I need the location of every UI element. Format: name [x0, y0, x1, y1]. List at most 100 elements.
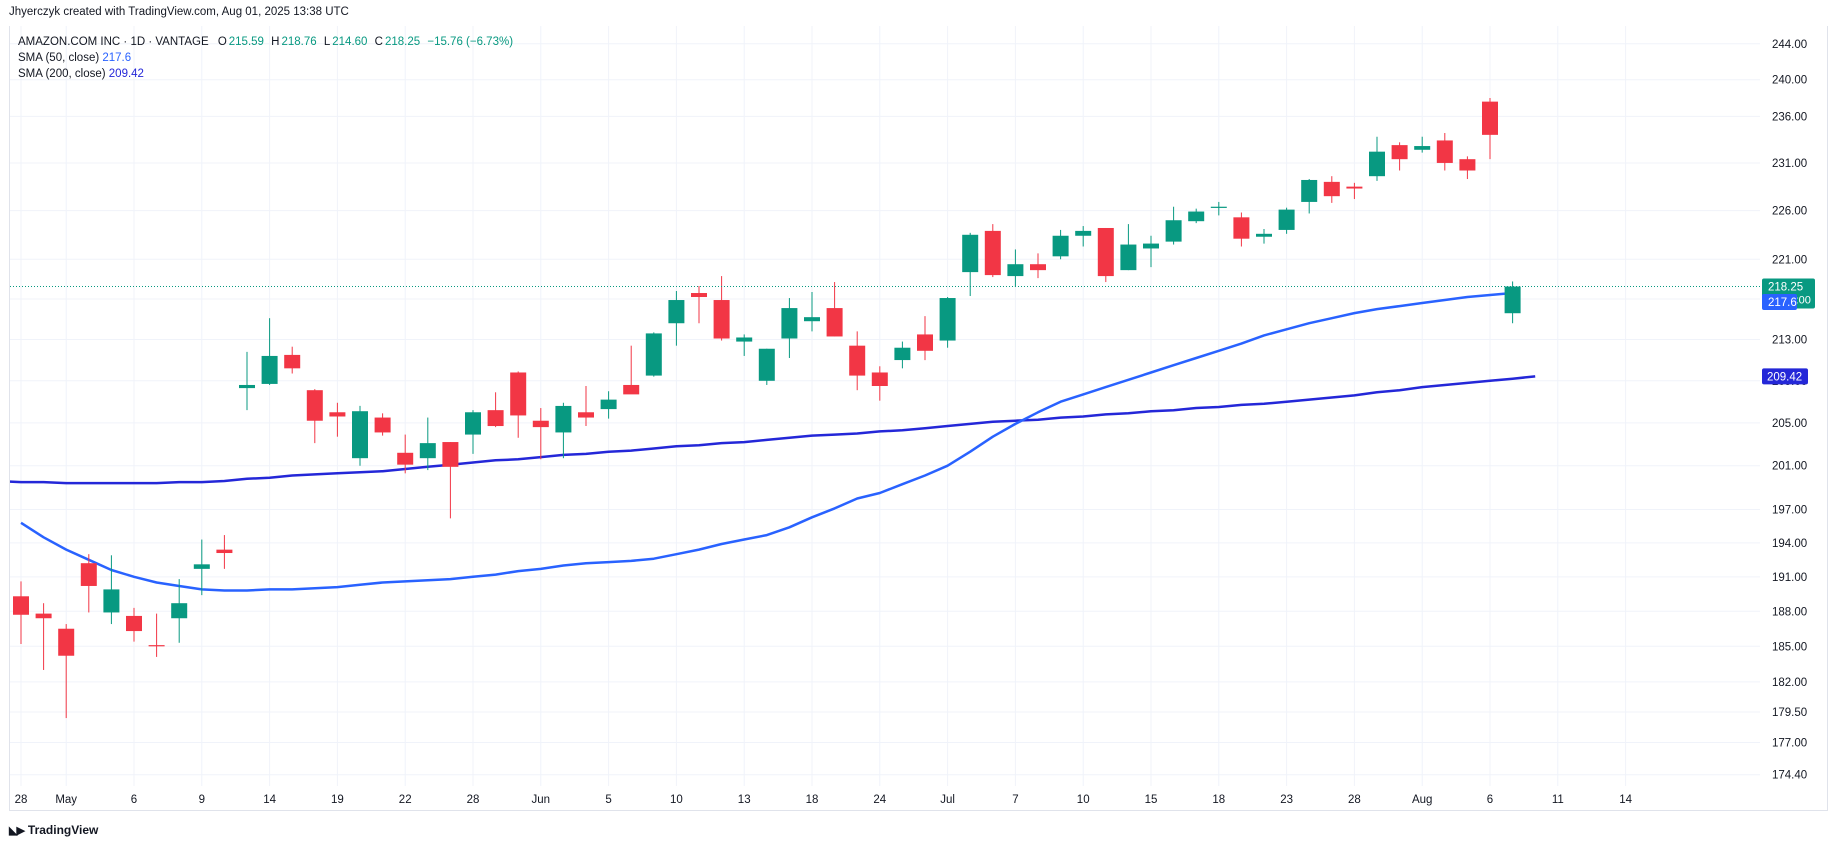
candle-body	[1030, 264, 1046, 271]
candle-body	[939, 298, 956, 341]
candle-body	[600, 399, 617, 410]
legend-open-value: 215.59	[228, 36, 264, 48]
candle-body	[1301, 179, 1318, 202]
legend-close-value: 218.25	[384, 36, 421, 48]
candle-body	[239, 384, 255, 389]
candle-body	[148, 645, 165, 647]
sma50-badge	[1762, 294, 1797, 311]
sma200-badge-label: 209.42	[1767, 371, 1802, 383]
candle-body	[578, 412, 594, 418]
legend-sma200-value: 209.42	[108, 68, 144, 80]
candle-body	[713, 300, 730, 339]
x-tick-label: Jun	[532, 794, 551, 806]
y-tick-label: 174.40	[1772, 770, 1807, 782]
candle-body	[1075, 230, 1092, 236]
sma50-line	[20, 291, 1513, 592]
candle-body	[781, 308, 798, 339]
legend-high-value: 218.76	[281, 36, 317, 48]
candle-body	[35, 613, 52, 619]
legend-sma50[interactable]: SMA (50, close) 217.6	[18, 52, 131, 64]
legend-symbol: AMAZON.COM INC · 1D · VANTAGE	[18, 36, 209, 48]
x-tick-label: 14	[1619, 794, 1632, 806]
x-tick-label: 5	[605, 794, 611, 806]
last-price-label: 218.25	[1768, 282, 1803, 294]
candle-body	[103, 589, 120, 613]
candle-body	[419, 443, 436, 459]
candle-body	[1007, 264, 1024, 277]
tradingview-logo-icon: ◣▶	[9, 824, 25, 837]
candle-body	[13, 596, 29, 615]
candle-body	[1482, 101, 1498, 135]
y-tick-label: 201.00	[1772, 461, 1807, 473]
candle-body	[216, 549, 233, 554]
x-tick-label: 9	[199, 794, 205, 806]
candle-body	[849, 345, 866, 376]
candle-body	[736, 337, 753, 342]
y-tick-label: 179.50	[1772, 707, 1807, 719]
y-tick-label: 240.00	[1772, 75, 1807, 87]
y-tick-label: 205.00	[1772, 418, 1807, 430]
y-tick-label: 177.00	[1772, 738, 1807, 750]
legend-sma200-label: SMA (200, close)	[18, 68, 106, 80]
candle-body	[58, 628, 75, 656]
candle-body	[1188, 211, 1205, 222]
candle-body	[306, 390, 323, 421]
y-tick-label: 226.00	[1772, 206, 1807, 218]
candle-body	[510, 372, 527, 416]
legend-high-label: H	[271, 36, 280, 48]
chart-attribution: Jhyerczyk created with TradingView.com, …	[9, 6, 349, 18]
candle-body	[1233, 217, 1250, 239]
candle-body	[397, 452, 414, 465]
y-tick-label: 213.00	[1772, 335, 1807, 347]
candle-body	[826, 308, 843, 337]
x-tick-label: Jul	[940, 794, 955, 806]
x-tick-label: May	[55, 794, 77, 806]
legend-open-label: O	[217, 36, 227, 48]
legend-close-label: C	[374, 36, 383, 48]
candle-body	[487, 410, 504, 427]
x-tick-label: 19	[331, 794, 344, 806]
candle-body	[1278, 209, 1295, 230]
y-tick-label: 231.00	[1772, 158, 1807, 170]
x-tick-label: 10	[670, 794, 683, 806]
candle-body	[1504, 286, 1521, 314]
candle-body	[758, 348, 775, 381]
x-tick-label: 6	[131, 794, 137, 806]
x-tick-label: 7	[1012, 794, 1018, 806]
candle-body	[1052, 235, 1069, 257]
candle-body	[532, 420, 549, 428]
candle-body	[1391, 145, 1408, 160]
sma200-line	[10, 375, 1536, 485]
candle-body	[1346, 186, 1363, 189]
candle-body	[1369, 151, 1385, 177]
x-tick-label: 28	[1348, 794, 1361, 806]
y-tick-label: 182.00	[1772, 677, 1807, 689]
chart-frame[interactable]: 28 May 6 9 14 19 22 28 Jun 5 10 13 18 24 Jul 7 10 15 18 23 2…	[9, 26, 1828, 811]
candle-body	[1323, 181, 1340, 197]
candle-body	[1097, 227, 1114, 277]
x-tick-label: 28	[467, 794, 480, 806]
x-tick-label: 10	[1077, 794, 1090, 806]
candle-body	[1120, 244, 1137, 271]
tradingview-brand: TradingView	[27, 823, 99, 837]
y-tick-label: 221.00	[1772, 254, 1807, 266]
y-tick-label: 244.00	[1772, 39, 1807, 51]
candle-body	[804, 317, 820, 322]
candle-body	[126, 615, 142, 632]
y-tick-label: 185.00	[1772, 641, 1807, 653]
tradingview-footer[interactable]: ◣▶ TradingView	[9, 823, 98, 837]
candle-body	[962, 234, 979, 273]
legend-sma200[interactable]: SMA (200, close) 209.42	[18, 68, 144, 80]
candle-body	[442, 442, 459, 467]
y-tick-label: 236.00	[1772, 111, 1807, 123]
candle-body	[80, 563, 97, 586]
candle-body	[917, 334, 933, 351]
candle-body	[984, 230, 1001, 276]
x-tick-label: 15	[1145, 794, 1158, 806]
sma50-badge-label: 217.6	[1768, 297, 1797, 309]
candle-body	[465, 412, 481, 435]
candlestick-chart[interactable]: 28 May 6 9 14 19 22 28 Jun 5 10 13 18 24 Jul 7 10 15 18 23 2…	[10, 26, 1829, 811]
candle-body	[374, 417, 391, 433]
legend-low-label: L	[323, 36, 331, 48]
